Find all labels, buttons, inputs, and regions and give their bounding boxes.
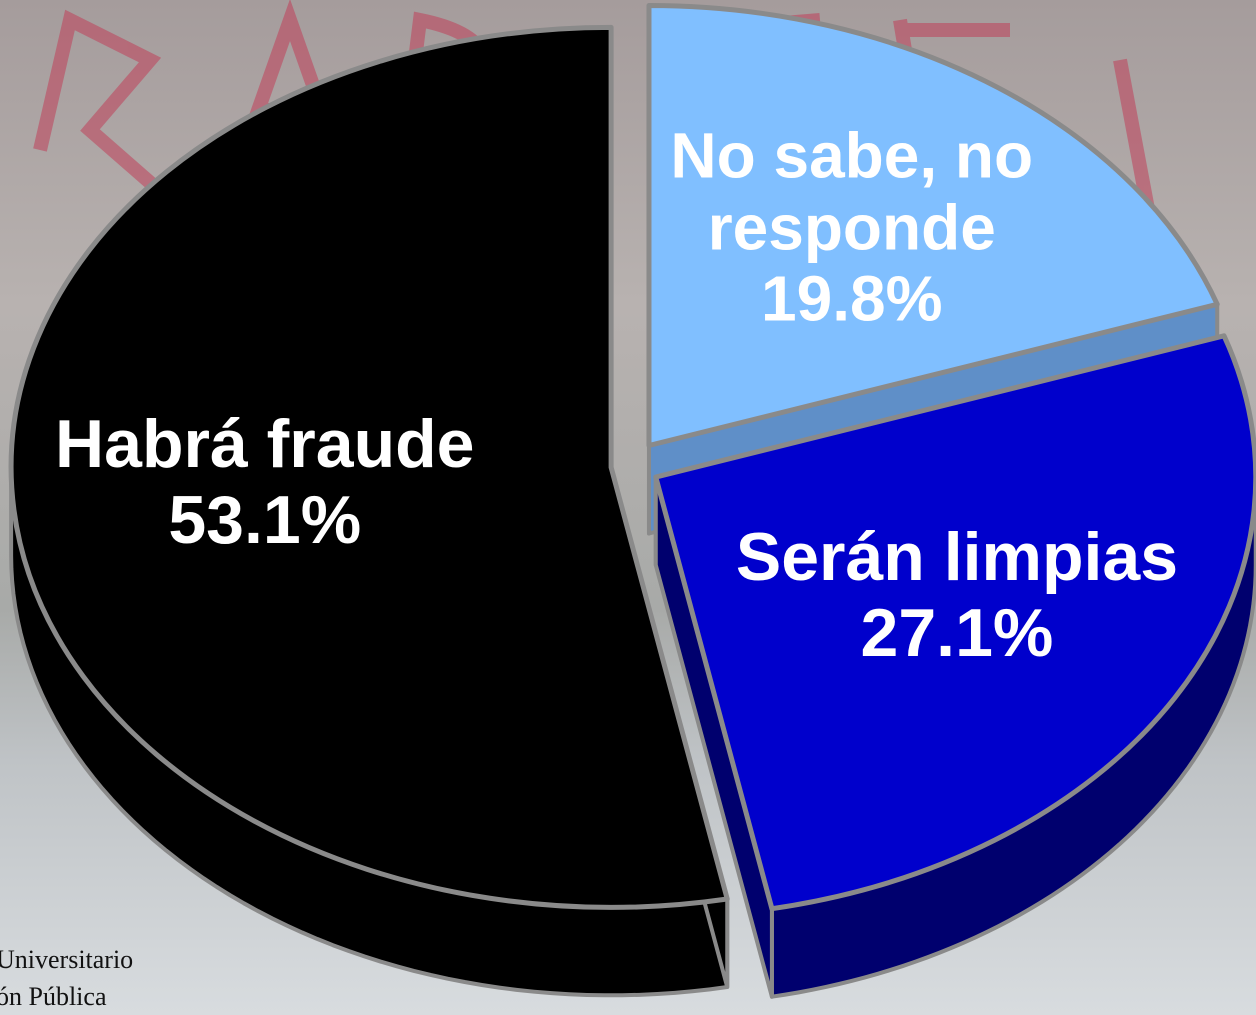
slide: Universitario ón Pública No sabe, no res… bbox=[0, 0, 1256, 1015]
slice-name: Habrá fraude bbox=[55, 406, 474, 482]
slice-name: No sabe, no responde bbox=[617, 121, 1087, 264]
slice-name: Serán limpias bbox=[736, 519, 1178, 595]
slice-value: 19.8% bbox=[617, 264, 1087, 336]
source-text: Universitario bbox=[0, 945, 133, 975]
source-text: ón Pública bbox=[0, 982, 107, 1012]
slice-value: 53.1% bbox=[55, 482, 474, 558]
slice-value: 27.1% bbox=[736, 595, 1178, 671]
